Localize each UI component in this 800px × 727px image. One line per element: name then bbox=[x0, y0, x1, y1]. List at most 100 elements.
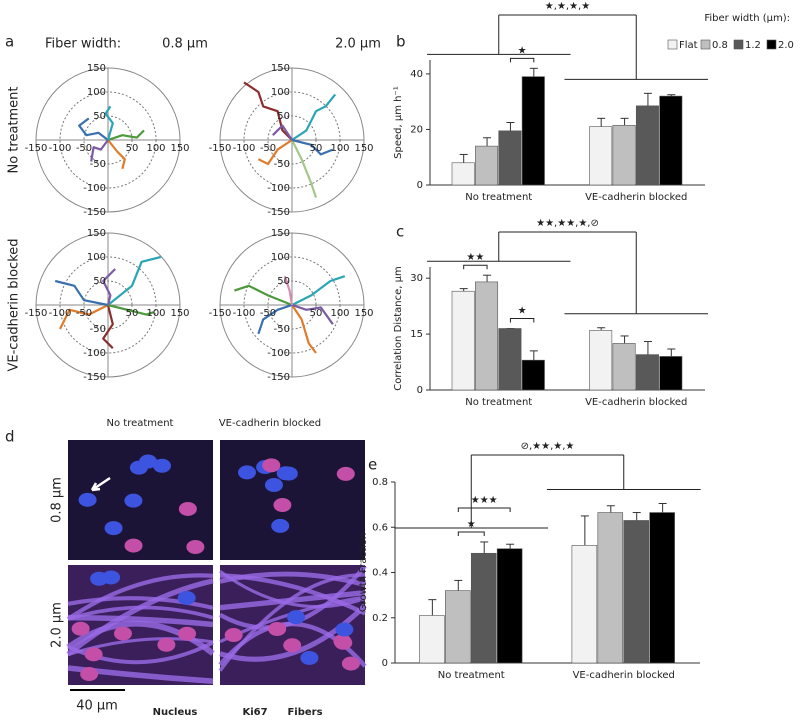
y-tick-label: -50 bbox=[90, 159, 106, 170]
bar bbox=[635, 354, 659, 391]
significance: ★,★,★,★ bbox=[545, 1, 590, 12]
y-tick-label: -150 bbox=[83, 372, 106, 383]
nucleus bbox=[334, 635, 353, 650]
bar bbox=[612, 343, 636, 391]
fiber bbox=[219, 589, 366, 611]
y-tick-label: 0.4 bbox=[372, 568, 388, 579]
x-tick-label: 50 bbox=[126, 143, 139, 154]
trajectory bbox=[257, 303, 293, 335]
trajectory bbox=[291, 139, 318, 198]
nucleus bbox=[268, 621, 287, 636]
nucleus bbox=[224, 628, 243, 643]
bracket bbox=[509, 318, 535, 323]
nucleus bbox=[287, 610, 306, 625]
y-tick-label: -100 bbox=[267, 348, 290, 359]
legend-swatch bbox=[700, 39, 711, 50]
column-label: 0.8 µm bbox=[162, 37, 208, 52]
nucleus bbox=[341, 656, 360, 671]
panel-label: a bbox=[5, 33, 14, 51]
micrograph bbox=[220, 440, 365, 560]
x-tick-label: 150 bbox=[170, 143, 189, 154]
column-label: No treatment bbox=[107, 418, 174, 429]
arrow bbox=[90, 476, 111, 492]
bar bbox=[623, 520, 649, 664]
nucleus bbox=[262, 458, 281, 473]
trajectory bbox=[90, 139, 109, 162]
bar bbox=[589, 330, 613, 391]
y-tick-label: 0 bbox=[417, 180, 423, 191]
trajectory bbox=[291, 303, 334, 325]
nucleus bbox=[279, 466, 298, 481]
y-tick-label: 50 bbox=[277, 276, 290, 287]
x-tick-label: -150 bbox=[209, 308, 232, 319]
micrographs bbox=[66, 440, 367, 685]
y-tick-label: -50 bbox=[90, 324, 106, 335]
nucleus bbox=[124, 538, 143, 553]
trajectory bbox=[243, 81, 293, 141]
trajectory bbox=[291, 138, 334, 156]
bar bbox=[498, 130, 522, 186]
fiber bbox=[67, 640, 214, 665]
nucleus bbox=[157, 637, 176, 652]
bar bbox=[419, 615, 445, 664]
trajectory bbox=[102, 304, 114, 349]
y-tick-label: -150 bbox=[267, 207, 290, 218]
x-tick-label: VE-cadherin blocked bbox=[585, 192, 687, 203]
y-tick-label: 40 bbox=[410, 69, 423, 80]
bar bbox=[451, 162, 475, 186]
nucleus bbox=[178, 626, 197, 641]
y-tick-label: 150 bbox=[87, 63, 106, 74]
bar bbox=[470, 552, 497, 664]
nucleus bbox=[238, 465, 257, 480]
y-tick-label: -50 bbox=[274, 159, 290, 170]
trajectory bbox=[234, 284, 293, 307]
column-label: VE-cadherin blocked bbox=[219, 418, 321, 429]
bar bbox=[659, 356, 683, 391]
fiber bbox=[66, 573, 214, 621]
trajectory bbox=[104, 105, 114, 141]
y-tick-label: 0 bbox=[417, 385, 423, 396]
scale-label: 40 µm bbox=[76, 699, 118, 714]
bar bbox=[475, 145, 499, 186]
nucleus bbox=[273, 498, 292, 513]
x-tick-label: -50 bbox=[260, 143, 276, 154]
y-tick-label: 0.2 bbox=[372, 613, 388, 624]
bar bbox=[498, 328, 522, 391]
nucleus bbox=[336, 466, 355, 481]
nucleus bbox=[124, 493, 143, 508]
nucleus bbox=[177, 590, 196, 605]
y-tick-label: 50 bbox=[93, 276, 106, 287]
x-tick-label: 50 bbox=[310, 308, 323, 319]
nucleus bbox=[80, 667, 99, 682]
nucleus bbox=[152, 458, 171, 473]
x-tick-label: -150 bbox=[25, 143, 48, 154]
fiber bbox=[218, 573, 366, 672]
panel-label: b bbox=[396, 33, 406, 51]
x-tick-label: No treatment bbox=[438, 670, 505, 681]
y-tick-label: 100 bbox=[87, 87, 106, 98]
x-tick-label: -50 bbox=[76, 308, 92, 319]
y-tick-label: 150 bbox=[271, 63, 290, 74]
row-label: 0.8 µm bbox=[50, 477, 65, 523]
x-tick-label: -100 bbox=[49, 308, 72, 319]
bracket bbox=[457, 507, 511, 512]
y-tick-label: -150 bbox=[83, 207, 106, 218]
y-tick-label: -100 bbox=[83, 348, 106, 359]
bar bbox=[589, 126, 613, 186]
bar bbox=[521, 359, 545, 391]
x-tick-label: 100 bbox=[146, 143, 165, 154]
significance: ★ bbox=[467, 519, 476, 530]
bracket bbox=[509, 57, 535, 63]
y-tick-label: 150 bbox=[271, 228, 290, 239]
row-label: VE-cadherin blocked bbox=[7, 238, 22, 371]
bracket bbox=[463, 264, 488, 270]
y-axis-label: Correlation Distance, µm bbox=[393, 266, 404, 391]
nucleus bbox=[264, 478, 283, 493]
legend-label: Flat bbox=[679, 40, 698, 51]
panel-label: e bbox=[368, 456, 377, 474]
nucleus bbox=[271, 518, 290, 533]
row-label: 2.0 µm bbox=[50, 602, 65, 648]
nucleus bbox=[300, 650, 319, 665]
y-tick-label: -50 bbox=[274, 324, 290, 335]
